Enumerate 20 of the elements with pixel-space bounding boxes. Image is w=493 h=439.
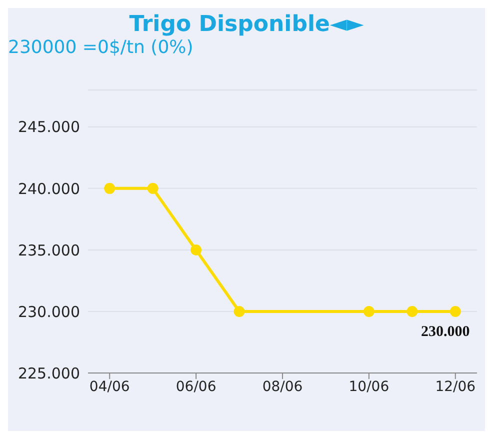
y-tick-label: 235.000 [18,241,80,260]
point [363,306,374,317]
x-tick-label: 10/06 [348,378,390,395]
point [406,306,418,317]
point [104,182,116,194]
y-tick-label: 240.000 [18,180,80,198]
y-tick-label: 245.000 [18,118,80,136]
annotation: 230.000 [421,324,470,340]
x-tick-label: 08/06 [262,378,303,395]
y-tick-label: 225.000 [18,364,80,382]
point [234,306,245,317]
x-tick-label: 04/06 [89,378,130,395]
point [450,306,461,317]
point [190,244,202,256]
chart-title: Trigo Disponible◄► [128,11,365,37]
y-tick-label: 230.000 [18,302,80,321]
x-tick-label: 12/06 [435,378,476,395]
point [147,182,158,194]
x-tick-label: 06/06 [176,378,216,395]
chart-subtitle: 230000 =0$/tn (0%) [8,37,194,58]
